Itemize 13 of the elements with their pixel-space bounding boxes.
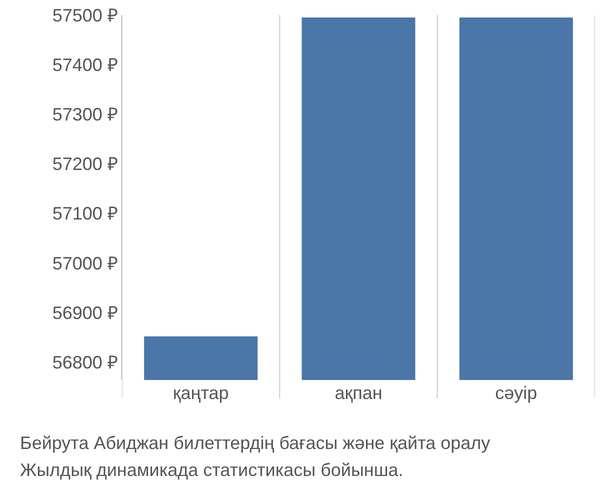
text: Бейрута Абиджан билеттердің бағасы және қайта оралу — [20, 433, 490, 453]
x-tick-label: ақпан — [334, 383, 382, 403]
y-tick-label: 56800 ₽ — [52, 352, 118, 372]
y-tick-label: 57300 ₽ — [52, 104, 118, 124]
y-tick-label: 56900 ₽ — [52, 302, 118, 323]
text: Жылдық динамикада статистикасы бойынша. — [20, 460, 404, 480]
y-tick-label: 57100 ₽ — [52, 204, 118, 224]
x-tick-label: қаңтар — [172, 383, 229, 403]
y-tick-label: 57200 ₽ — [52, 154, 118, 174]
x-tick-label: сәуір — [495, 383, 538, 403]
y-tick-label: 57000 ₽ — [52, 253, 118, 274]
y-tick-label: 57400 ₽ — [52, 54, 118, 75]
y-tick-label: 57500 ₽ — [52, 5, 118, 26]
